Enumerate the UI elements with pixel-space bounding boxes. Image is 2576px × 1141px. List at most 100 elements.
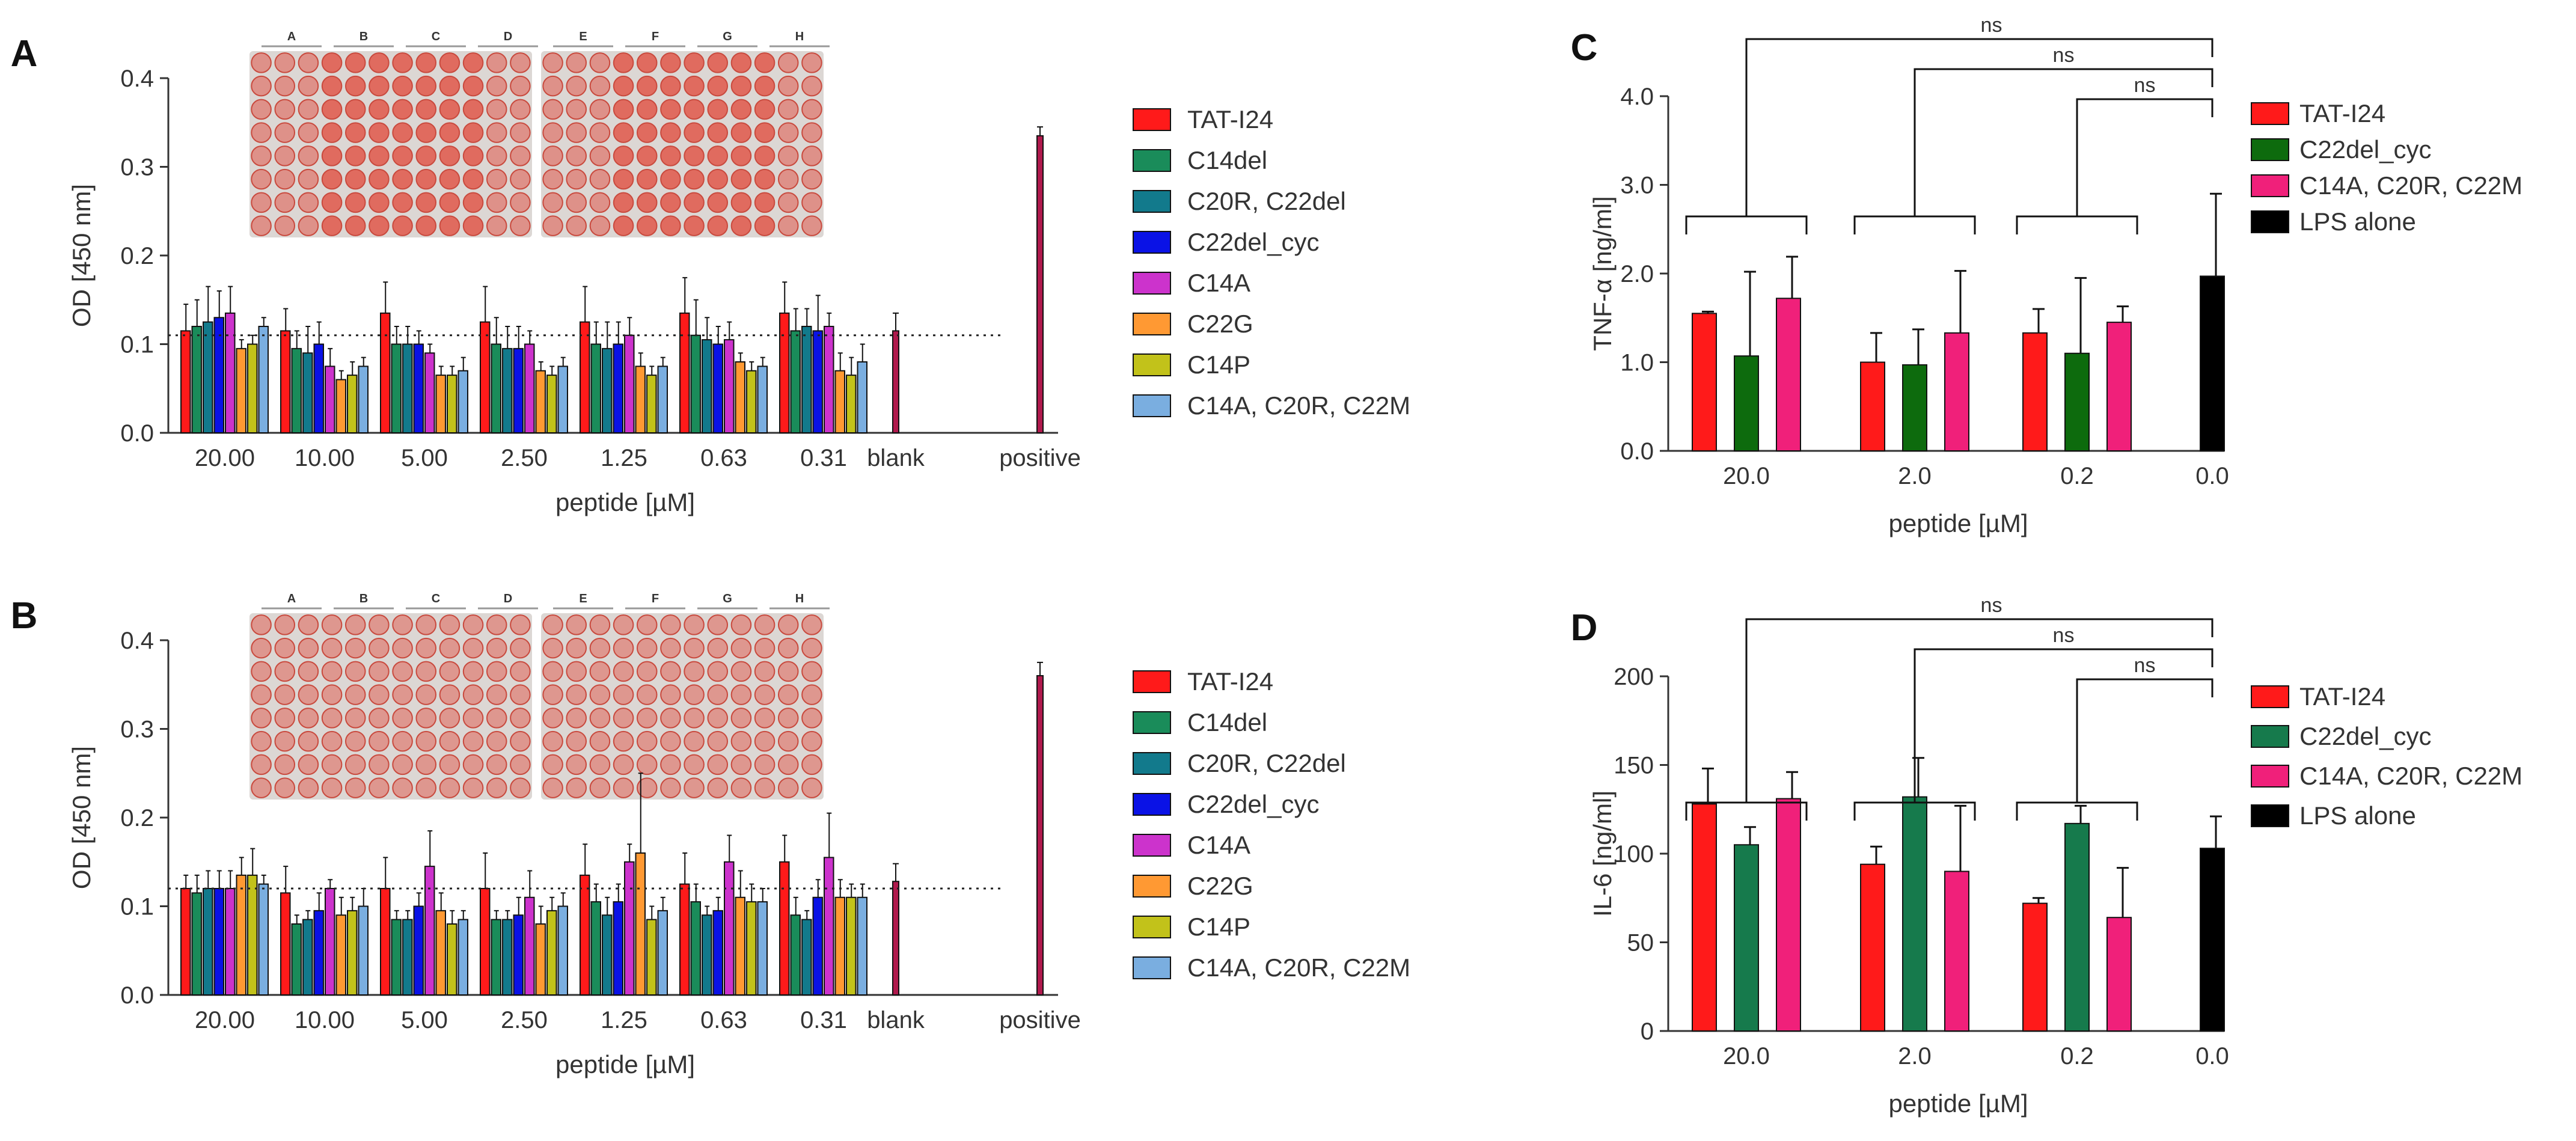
legend-label: TAT-I24 — [1187, 667, 1273, 696]
plate-well — [754, 637, 776, 659]
bar — [335, 379, 346, 433]
x-tick-label: 0.2 — [2060, 1043, 2094, 1069]
bar — [702, 339, 712, 433]
plate-well — [439, 168, 460, 190]
group-bracket — [1685, 215, 1808, 234]
plate-well — [439, 99, 460, 120]
bar — [502, 347, 513, 433]
plate-well — [636, 75, 658, 97]
y-tick-label: 50 — [1627, 930, 1654, 956]
plate-well — [801, 754, 822, 775]
plate-well — [754, 754, 776, 775]
bar — [291, 347, 302, 433]
y-tick-label: 150 — [1614, 753, 1654, 779]
plate-well — [439, 637, 460, 659]
bar — [203, 888, 213, 996]
significance-bracket — [1914, 648, 2213, 803]
plate-well — [298, 637, 319, 659]
plate-well — [462, 777, 484, 798]
legend-swatch — [1133, 149, 1171, 172]
bar — [790, 914, 801, 996]
plate-well — [777, 168, 799, 190]
bar — [236, 347, 246, 433]
plate-well — [274, 145, 296, 167]
plate-column-label: C — [432, 30, 440, 43]
plate-well — [801, 52, 822, 73]
plate-well — [392, 122, 413, 143]
plate-well — [344, 637, 366, 659]
plate-column-label: E — [579, 30, 587, 43]
legend-label: C14A — [1187, 831, 1250, 859]
bar — [225, 888, 236, 996]
plate-well — [566, 730, 587, 752]
plate-well — [730, 122, 752, 143]
plate-well — [636, 730, 658, 752]
plate-well — [801, 192, 822, 213]
plate-well — [321, 614, 343, 635]
bar — [834, 370, 845, 433]
plate-well — [369, 99, 390, 120]
plate-well — [510, 168, 531, 190]
bar — [546, 375, 557, 433]
plate-well — [589, 192, 611, 213]
bar — [325, 888, 335, 996]
bar — [1776, 798, 1801, 1032]
plate-well — [462, 754, 484, 775]
plate-well — [684, 661, 705, 682]
plate-well — [707, 777, 729, 798]
bar — [580, 874, 590, 996]
plate-well — [707, 99, 729, 120]
plate-well — [660, 75, 681, 97]
plate-well — [510, 52, 531, 73]
plate-well — [542, 614, 563, 635]
x-tick-label: 20.00 — [195, 445, 255, 471]
plate-well — [589, 661, 611, 682]
legend-swatch — [1133, 272, 1171, 295]
y-tick-label: 0.0 — [120, 982, 154, 1009]
bar — [380, 312, 391, 433]
bar — [291, 923, 302, 996]
plate-well — [777, 99, 799, 120]
bar — [746, 370, 757, 433]
plate-well — [321, 122, 343, 143]
plate-well — [730, 192, 752, 213]
plate-well — [298, 614, 319, 635]
panel-d: D 0 50 100 150 200 IL-6 [ng/ml] peptide [µM] 20.… — [1571, 594, 2523, 1118]
plate-well — [415, 52, 437, 73]
plate-well — [251, 684, 272, 705]
plate-well — [660, 52, 681, 73]
bar — [824, 326, 834, 433]
x-tick-label: positive — [999, 445, 1081, 471]
plate-well — [730, 708, 752, 729]
legend-label: C14A, C20R, C22M — [1187, 953, 1410, 982]
plate-column-label: E — [579, 592, 587, 605]
bar — [358, 905, 369, 996]
plate-well — [707, 52, 729, 73]
plate-well — [274, 75, 296, 97]
bar — [624, 861, 635, 996]
plate-well — [754, 730, 776, 752]
plate-well — [415, 708, 437, 729]
plate-well — [486, 52, 507, 73]
plate-well — [566, 75, 587, 97]
plate-well — [730, 75, 752, 97]
bar — [380, 888, 391, 996]
plate-well — [542, 708, 563, 729]
legend-label: C14A — [1187, 269, 1250, 297]
plate-well — [274, 754, 296, 775]
plate-well — [274, 708, 296, 729]
legend-label: C14P — [1187, 913, 1250, 941]
plate-well — [660, 637, 681, 659]
bar — [2064, 352, 2090, 451]
plate-well — [392, 614, 413, 635]
plate-well — [439, 614, 460, 635]
plate-well — [298, 215, 319, 236]
plate-well — [369, 614, 390, 635]
plate-well — [707, 215, 729, 236]
legend-swatch — [2251, 685, 2289, 708]
legend-swatch — [1133, 108, 1171, 131]
plate-well — [566, 614, 587, 635]
legend-swatch — [1133, 670, 1171, 693]
significance-label: ns — [2053, 624, 2075, 647]
plate-well — [730, 614, 752, 635]
